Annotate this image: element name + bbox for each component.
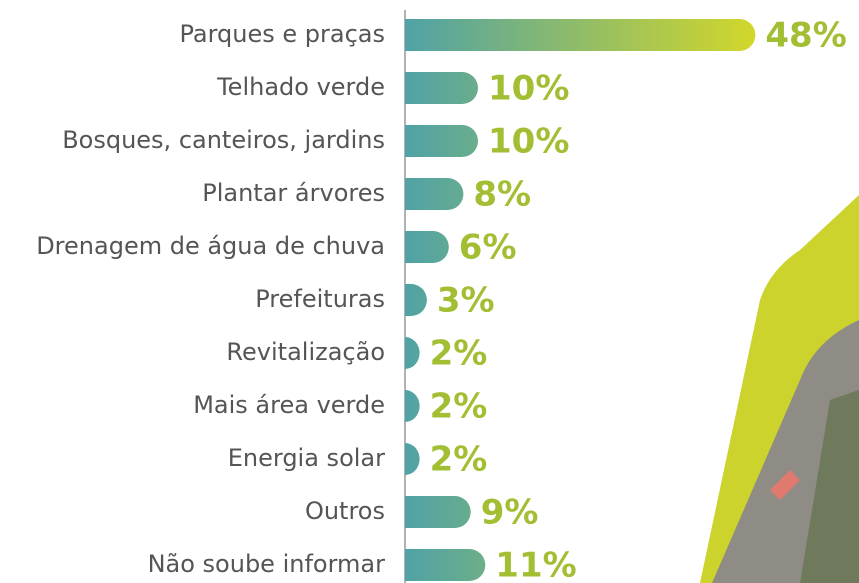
bar	[405, 284, 427, 316]
bar	[405, 72, 478, 104]
category-label: Revitalização	[226, 338, 385, 366]
value-label: 8%	[473, 175, 531, 215]
value-label: 10%	[488, 69, 569, 109]
value-label: 9%	[481, 493, 539, 533]
category-label: Mais área verde	[193, 391, 385, 419]
bar	[405, 125, 478, 157]
decoration	[700, 195, 859, 583]
category-label: Energia solar	[228, 444, 385, 472]
value-label: 10%	[488, 122, 569, 162]
value-label: 2%	[430, 334, 488, 374]
bar	[405, 231, 449, 263]
bar	[405, 549, 486, 581]
value-label: 2%	[430, 440, 488, 480]
value-label: 2%	[430, 387, 488, 427]
category-label: Drenagem de água de chuva	[36, 232, 385, 260]
value-label: 6%	[459, 228, 517, 268]
category-label: Parques e praças	[180, 20, 386, 48]
bar	[405, 19, 756, 51]
category-label: Telhado verde	[216, 73, 385, 101]
bar	[405, 337, 420, 369]
category-label: Plantar árvores	[202, 179, 385, 207]
value-label: 3%	[437, 281, 495, 321]
category-label: Não soube informar	[148, 550, 386, 578]
category-label: Bosques, canteiros, jardins	[62, 126, 385, 154]
bar	[405, 443, 420, 475]
bar	[405, 496, 471, 528]
category-label: Prefeituras	[255, 285, 385, 313]
bar	[405, 178, 464, 210]
category-label: Outros	[305, 497, 385, 525]
bar	[405, 390, 420, 422]
value-label: 11%	[495, 546, 576, 583]
value-label: 48%	[765, 16, 846, 56]
